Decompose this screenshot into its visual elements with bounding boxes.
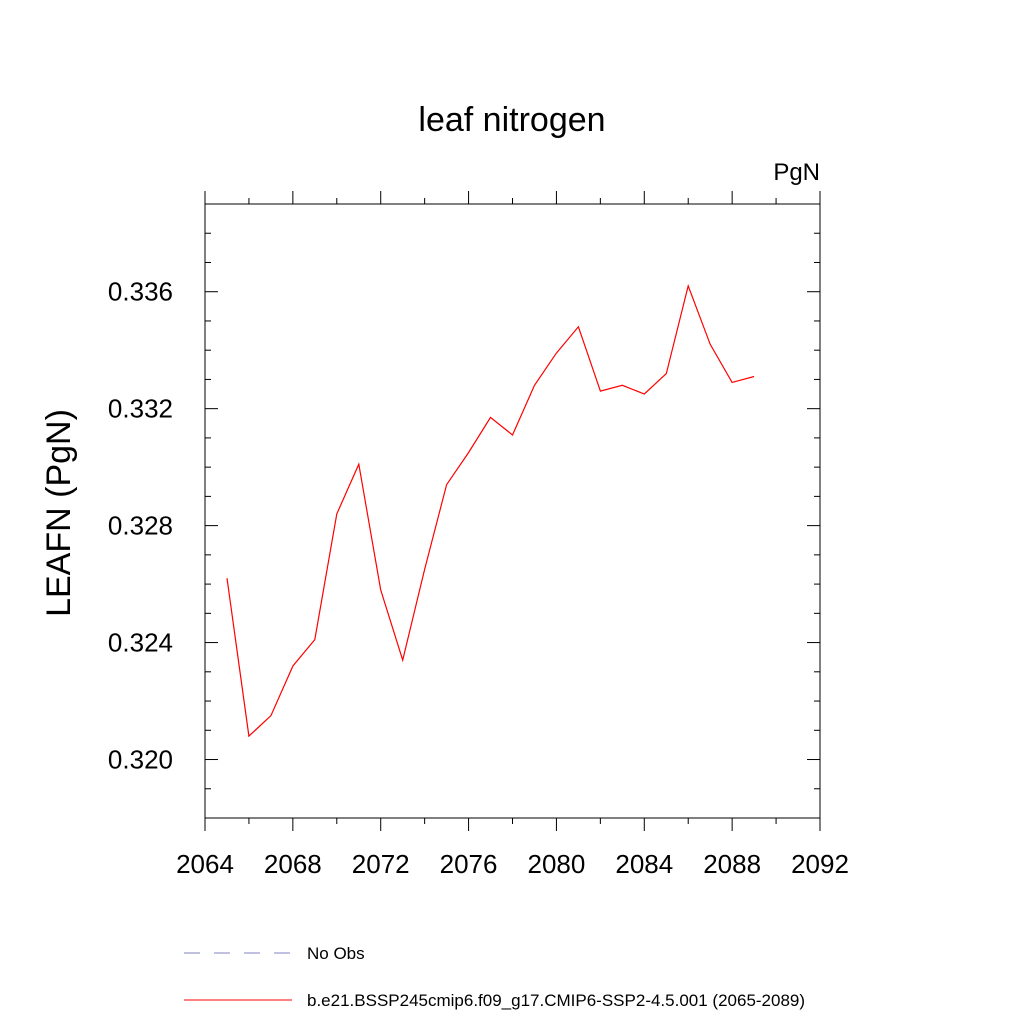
- x-tick-label: 2068: [264, 849, 322, 879]
- axis-tick-labels: 2064 2068 2072 2076 2080 2084 2088 2092 0.320 0.3…: [108, 277, 849, 879]
- series-layer: [226, 283, 755, 738]
- plot-frame: [204, 203, 821, 819]
- legend-label: b.e21.BSSP245cmip6.f09_g17.CMIP6-SSP2-4.…: [307, 991, 805, 1010]
- units-label: PgN: [773, 159, 820, 186]
- x-tick-label: 2084: [615, 849, 673, 879]
- axis-ticks: [204, 191, 821, 831]
- y-tick-label: 0.328: [108, 511, 173, 541]
- x-tick-label: 2072: [352, 849, 410, 879]
- y-tick-label: 0.324: [108, 628, 173, 658]
- x-tick-label: 2088: [703, 849, 761, 879]
- legend: No Obs b.e21.BSSP245cmip6.f09_g17.CMIP6-S…: [184, 944, 805, 1010]
- x-tick-label: 2076: [440, 849, 498, 879]
- y-axis-label: LEAFN (PgN): [40, 409, 78, 617]
- x-tick-label: 2080: [528, 849, 586, 879]
- legend-label: No Obs: [307, 944, 365, 963]
- y-tick-label: 0.320: [108, 745, 173, 775]
- y-tick-label: 0.332: [108, 394, 173, 424]
- chart-title: leaf nitrogen: [418, 101, 605, 139]
- series-line: [226, 283, 755, 738]
- y-tick-label: 0.336: [108, 277, 173, 307]
- x-tick-label: 2064: [176, 849, 234, 879]
- x-tick-label: 2092: [791, 849, 849, 879]
